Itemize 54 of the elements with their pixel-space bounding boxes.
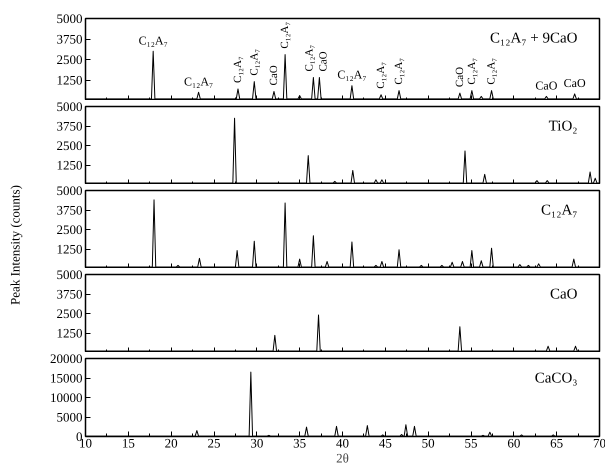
annotation: TiO₂: [548, 118, 578, 134]
annotation: CaO: [564, 76, 586, 90]
x-tick-label: 50: [422, 436, 435, 450]
y-tick-label: 3750: [56, 118, 82, 134]
annotation: CaO: [550, 286, 578, 302]
y-axis-title: Peak Intensity (counts): [6, 185, 24, 305]
annotation: C₁₂A₇: [337, 68, 367, 82]
annotation: C₁₂A₇: [540, 202, 578, 218]
annotation: C₁₂A₇: [466, 58, 478, 85]
x-tick-label: 25: [208, 436, 220, 450]
annotation: CaO: [454, 66, 466, 88]
annotation: C₁₂A₇: [486, 58, 498, 85]
y-tick-label: 5000: [56, 99, 82, 114]
x-tick-label: 20: [164, 436, 178, 450]
y-tick-label: 1250: [56, 158, 82, 172]
y-tick-label: 1250: [56, 72, 82, 88]
annotation: C₁₂A₇: [232, 56, 244, 84]
x-tick-label: 45: [378, 436, 392, 450]
annotation: C₁₂A₇: [248, 48, 260, 76]
y-tick-label: 20000: [50, 351, 82, 366]
y-tick-label: 5000: [56, 267, 82, 282]
annotation: C₁₂A₇: [393, 58, 406, 85]
x-tick-label: 35: [293, 436, 306, 450]
y-tick-label: 1250: [56, 326, 82, 340]
y-tick-label: 10000: [50, 390, 82, 405]
x-tick-label: 60: [507, 436, 520, 450]
y-tick-label: 5000: [56, 410, 82, 424]
y-tick-label: 5000: [56, 11, 82, 26]
x-tick-label: 40: [336, 436, 349, 450]
y-tick-label: 2500: [56, 52, 82, 67]
y-tick-label: 15000: [50, 370, 82, 386]
x-tick-label: 15: [122, 436, 135, 450]
y-tick-label: 3750: [56, 32, 82, 46]
annotation: C₁₂A₇: [184, 74, 214, 88]
y-tick-label: 3750: [56, 286, 82, 302]
y-tick-label: 2500: [56, 306, 82, 321]
y-tick-label: 1250: [56, 242, 82, 256]
annotation: CaO: [535, 78, 558, 92]
x-axis-title: 2θ: [336, 450, 349, 466]
y-tick-label: 5000: [56, 183, 82, 198]
x-tick-label: 30: [250, 436, 264, 450]
annotation: C₁₂A₇ + 9CaO: [490, 30, 578, 46]
annotation: C₁₂A₇: [303, 44, 316, 72]
annotation: C₁₂A₇: [138, 33, 168, 48]
annotation: CaO: [268, 65, 280, 86]
annotation: CaO: [317, 51, 330, 72]
x-tick-label: 65: [550, 436, 564, 450]
annotation: C₁₂A₇: [279, 22, 292, 49]
x-tick-label: 55: [464, 436, 478, 450]
y-tick-label: 3750: [56, 202, 82, 218]
annotation: CaCO₃: [534, 370, 578, 386]
annotation: C₁₂A₇: [375, 62, 388, 89]
y-tick-label: 2500: [56, 138, 82, 153]
y-tick-label: 2500: [56, 222, 82, 237]
